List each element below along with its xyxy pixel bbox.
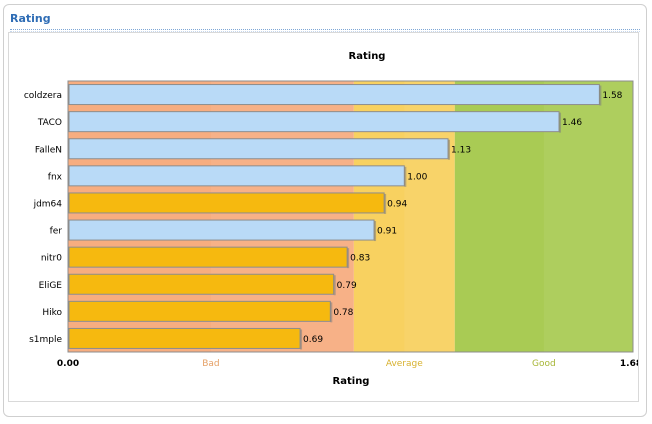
panel-divider — [10, 29, 640, 30]
value-label-taco: 1.46 — [562, 118, 582, 128]
band-label-good: Good — [532, 359, 556, 369]
x-axis: 0.00 1.68 Bad Average Good — [57, 359, 642, 369]
category-label-fnx: fnx — [48, 172, 63, 182]
bar-fer — [68, 219, 375, 241]
value-label-nitr0: 0.83 — [350, 254, 370, 264]
chart-container: Rating coldzera TACO FalleN fnx jdm64 fer nitr… — [8, 32, 642, 402]
bar-shadow-hiko — [330, 302, 333, 323]
value-label-hiko: 0.78 — [333, 308, 353, 318]
value-label-jdm64: 0.94 — [387, 199, 407, 209]
bar-shadow-fallen — [448, 139, 451, 160]
band-label-bad: Bad — [202, 359, 219, 369]
panel-divider-secondary — [10, 31, 640, 32]
value-labels: 1.58 1.46 1.13 1.00 0.94 0.91 0.83 0.79 0.78 0.69 — [303, 91, 623, 345]
bars — [68, 84, 602, 350]
band-label-average: Average — [386, 359, 423, 369]
bar-shadow-s1mple — [300, 329, 303, 350]
x-tick-max: 1.68 — [620, 359, 638, 369]
value-label-fnx: 1.00 — [407, 172, 427, 182]
category-label-elige: EliGE — [39, 281, 63, 291]
category-label-fer: fer — [50, 227, 63, 237]
bar-shadow-coldzera — [599, 85, 602, 106]
category-label-coldzera: coldzera — [24, 91, 62, 101]
bar-taco — [68, 111, 560, 133]
category-labels: coldzera TACO FalleN fnx jdm64 fer nitr0 EliGE H… — [24, 91, 63, 345]
category-label-hiko: Hiko — [42, 308, 62, 318]
bar-hiko — [68, 300, 331, 322]
bar-fnx — [68, 165, 405, 187]
bar-shadow-fer — [374, 221, 377, 242]
rating-bar-chart: Rating coldzera TACO FalleN fnx jdm64 fer nitr… — [24, 51, 642, 387]
value-label-s1mple: 0.69 — [303, 335, 323, 345]
x-axis-label: Rating — [333, 376, 370, 387]
bar-nitr0 — [68, 246, 348, 268]
chart-title: Rating — [349, 51, 386, 62]
bar-fallen — [68, 138, 449, 160]
category-label-s1mple: s1mple — [29, 335, 62, 345]
value-label-fer: 0.91 — [377, 227, 397, 237]
bar-shadow-taco — [559, 112, 562, 133]
bar-jdm64 — [68, 192, 385, 214]
bar-elige — [68, 273, 335, 295]
bar-shadow-nitr0 — [347, 248, 350, 269]
category-label-jdm64: jdm64 — [33, 199, 63, 209]
category-label-taco: TACO — [37, 118, 62, 128]
x-tick-min: 0.00 — [57, 359, 79, 369]
value-label-coldzera: 1.58 — [602, 91, 622, 101]
category-label-nitr0: nitr0 — [41, 254, 62, 264]
plot-frame — [67, 80, 634, 353]
bar-coldzera — [68, 84, 600, 106]
bar-shadow-fnx — [404, 166, 407, 187]
bar-s1mple — [68, 327, 301, 349]
category-label-fallen: FalleN — [35, 145, 62, 155]
panel-title: Rating — [10, 12, 51, 25]
value-label-elige: 0.79 — [337, 281, 357, 291]
bar-shadow-jdm64 — [384, 193, 387, 214]
bar-shadow-elige — [333, 275, 336, 296]
value-label-fallen: 1.13 — [451, 145, 471, 155]
